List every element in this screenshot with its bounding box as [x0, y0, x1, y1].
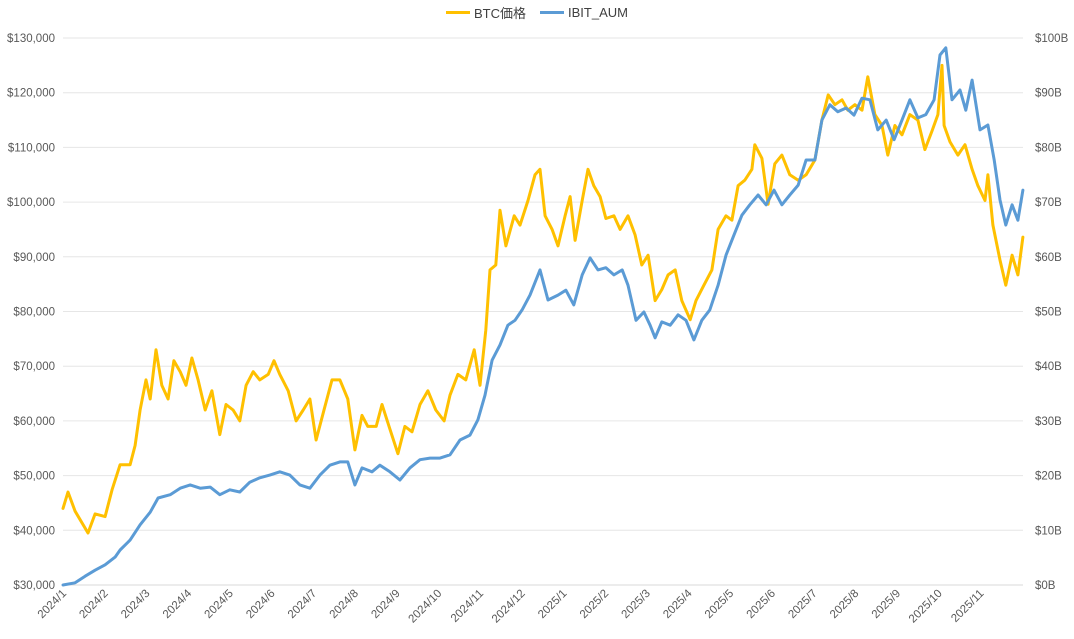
legend-label-btc: BTC価格 — [474, 6, 527, 21]
legend-swatch-btc — [446, 11, 470, 14]
y-right-tick-label: $50B — [1035, 307, 1062, 319]
x-tick-label: 2024/2 — [77, 588, 110, 621]
y-right-tick-label: $80B — [1035, 142, 1062, 154]
gridlines — [63, 37, 1023, 586]
y-left-tick-label: $30,000 — [13, 580, 55, 592]
y-right-tick-label: $60B — [1035, 252, 1062, 264]
x-tick-label: 2024/4 — [161, 587, 195, 621]
x-tick-label: 2024/10 — [407, 588, 445, 626]
left-axis-labels: $30,000 $40,000 $50,000 $60,000 $70,000 $80,0… — [7, 33, 55, 592]
y-left-tick-label: $50,000 — [13, 471, 55, 483]
y-right-tick-label: $70B — [1035, 197, 1062, 209]
ibit-aum-line — [61, 46, 1025, 587]
y-left-tick-label: $100,000 — [7, 197, 55, 209]
x-tick-label: 2024/5 — [203, 588, 236, 621]
x-axis-labels: 2024/1 2024/2 2024/3 2024/4 2024/5 2024/6 2024… — [36, 587, 987, 625]
x-tick-label: 2025/4 — [661, 587, 695, 621]
x-tick-label: 2024/3 — [119, 588, 152, 621]
x-tick-label: 2024/8 — [328, 588, 361, 621]
x-tick-label: 2024/1 — [36, 588, 69, 621]
legend-swatch-ibit — [540, 11, 565, 14]
x-tick-label: 2025/11 — [949, 588, 986, 625]
x-tick-label: 2025/9 — [870, 588, 903, 621]
btc-price-line — [61, 63, 1025, 535]
right-axis-labels: $0B $10B $20B $30B $40B $50B $60B $70B $80B $90B $… — [1035, 33, 1069, 592]
x-tick-label: 2024/9 — [369, 588, 402, 621]
legend-item-ibit[interactable]: IBIT_AUM — [540, 3, 628, 22]
y-right-tick-label: $40B — [1035, 361, 1062, 373]
x-tick-label: 2025/3 — [620, 588, 653, 621]
y-left-tick-label: $110,000 — [8, 142, 55, 154]
y-right-tick-label: $10B — [1035, 525, 1062, 537]
x-tick-label: 2025/6 — [745, 588, 778, 621]
legend-label-ibit: IBIT_AUM — [568, 5, 628, 20]
x-tick-label: 2025/2 — [578, 588, 611, 621]
y-left-tick-label: $70,000 — [13, 361, 55, 373]
x-tick-label: 2025/5 — [703, 588, 736, 621]
x-tick-label: 2024/12 — [490, 588, 528, 626]
y-right-tick-label: $30B — [1035, 416, 1062, 428]
legend-item-btc[interactable]: BTC価格 — [446, 3, 526, 22]
y-left-tick-label: $90,000 — [13, 252, 55, 264]
y-left-tick-label: $120,000 — [7, 88, 55, 100]
x-tick-label: 2025/10 — [907, 588, 945, 626]
y-left-tick-label: $80,000 — [13, 307, 55, 319]
x-tick-label: 2024/6 — [244, 588, 277, 621]
x-tick-label: 2025/7 — [786, 588, 819, 621]
series-lines — [61, 46, 1025, 587]
y-left-tick-label: $40,000 — [13, 525, 55, 537]
y-right-tick-label: $90B — [1035, 88, 1062, 100]
y-right-tick-label: $100B — [1035, 33, 1069, 45]
legend: BTC価格 IBIT_AUM — [0, 3, 1074, 22]
y-right-tick-label: $20B — [1035, 471, 1062, 483]
x-tick-label: 2024/11 — [449, 588, 486, 625]
x-tick-label: 2025/1 — [536, 588, 569, 621]
y-right-tick-label: $0B — [1035, 580, 1056, 592]
x-tick-label: 2025/8 — [828, 588, 861, 621]
x-tick-label: 2024/7 — [286, 588, 319, 621]
y-left-tick-label: $60,000 — [13, 416, 55, 428]
y-left-tick-label: $130,000 — [7, 33, 55, 45]
